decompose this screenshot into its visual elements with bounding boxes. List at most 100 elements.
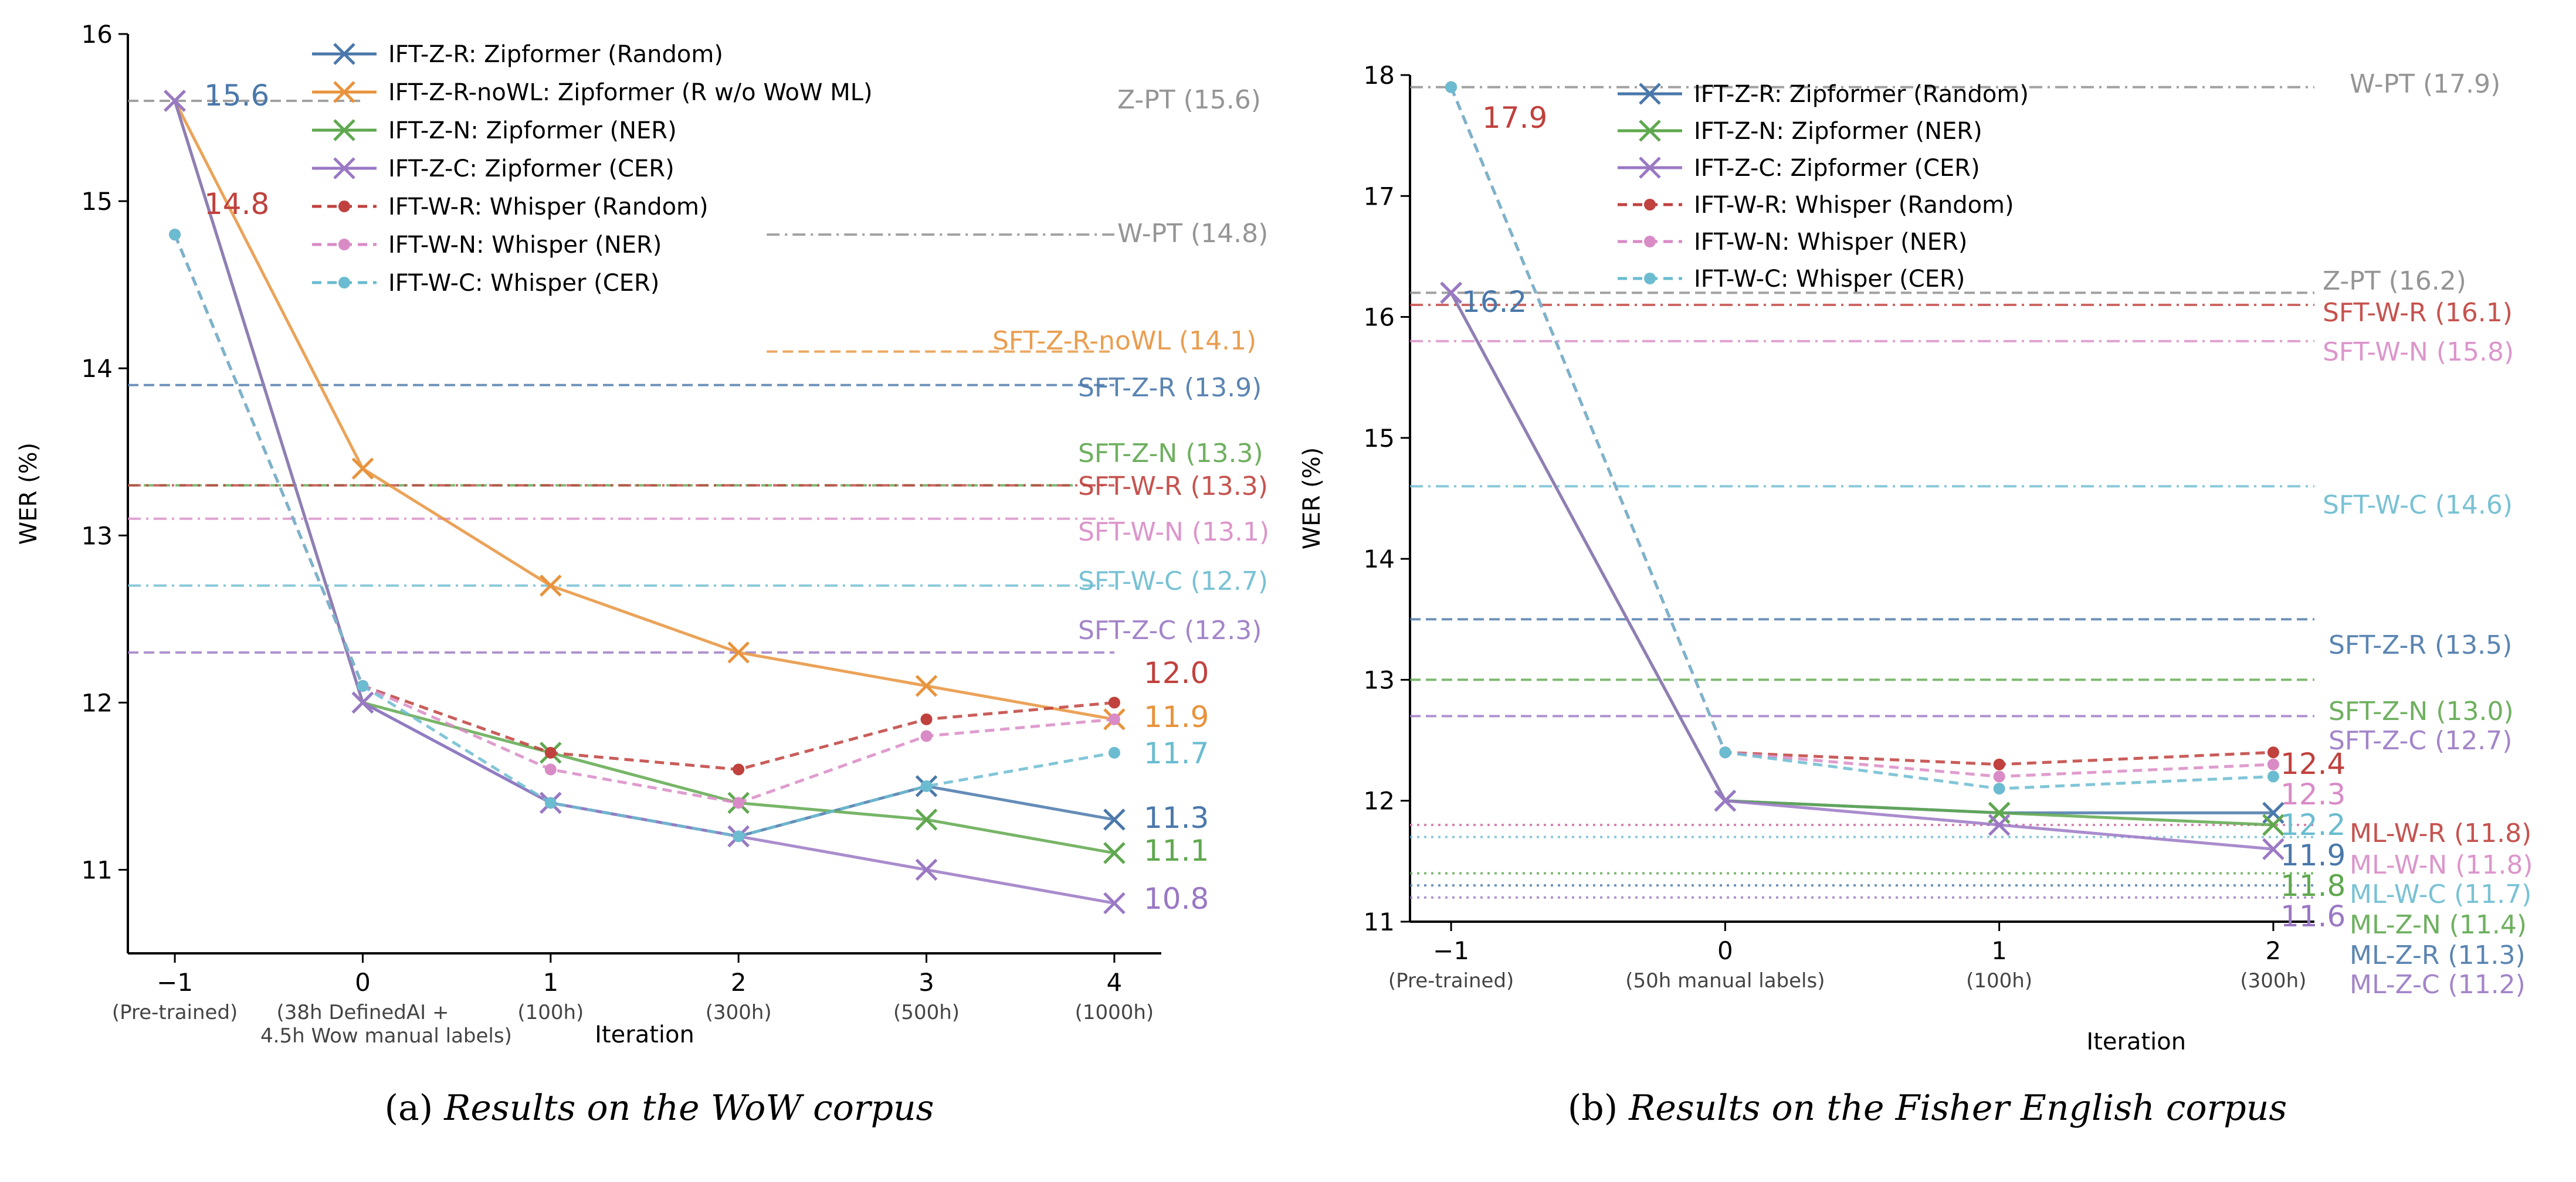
y-tick-label: 16: [82, 20, 113, 49]
marker-ift-w-n: [1108, 713, 1120, 725]
y-tick-label: 12: [82, 688, 113, 717]
legend-marker: [333, 119, 355, 141]
marker-ift-z-n: [1103, 842, 1126, 864]
x-tick-sublabel: (100h): [1966, 969, 2032, 993]
legend: IFT-Z-R: Zipformer (Random) IFT-Z-N: Zipf…: [1618, 81, 2029, 293]
hline-label-sft-w-n: SFT-W-N (15.8): [2323, 337, 2514, 367]
caption-prefix: (b): [1568, 1088, 1629, 1129]
y-tick-label: 18: [1364, 61, 1395, 90]
caption-prefix: (a): [385, 1088, 445, 1129]
marker-ift-w-c: [169, 229, 181, 241]
marker-ift-w-c: [1445, 81, 1458, 93]
hline-label-ml-w-c: ML-W-C (11.7): [2350, 879, 2531, 909]
x-tick-label: −1: [1433, 936, 1469, 965]
hline-label-ml-z-r: ML-Z-R (11.3): [2350, 940, 2526, 970]
point-label: 11.8: [2280, 869, 2345, 903]
hline-label-ml-w-r: ML-W-R (11.8): [2350, 818, 2531, 848]
marker-ift-w-n: [544, 763, 557, 776]
series-line-ift-w-n: [1449, 86, 2274, 778]
marker-ift-z-c: [1714, 789, 1737, 812]
x-tick-sublabel: (50h manual labels): [1625, 969, 1825, 993]
series-line-ift-z-r: [1449, 292, 2273, 814]
x-axis-label: Iteration: [595, 1021, 694, 1048]
x-tick-sublabel: (300h): [706, 1001, 772, 1024]
marker-ift-w-c: [544, 797, 557, 809]
point-label: 17.9: [1482, 101, 1547, 135]
hline-label-sft-z-n: SFT-Z-N (13.0): [2328, 697, 2514, 726]
hline-label-sft-z-r-nowl: SFT-Z-R-noWL (14.1): [992, 326, 1256, 356]
marker-ift-w-c: [1108, 746, 1120, 759]
legend-entry-ift-z-r-nowl: IFT-Z-R-noWL: Zipformer (R w/o WoW ML): [388, 79, 873, 106]
panel-caption: (b) Results on the Fisher English corpus: [1568, 1088, 2287, 1129]
series-line-ift-w-r: [1449, 86, 2274, 766]
hline-label-sft-z-r: SFT-Z-R (13.9): [1078, 373, 1262, 403]
point-label: 11.3: [1144, 801, 1209, 835]
legend-entry-ift-z-r: IFT-Z-R: Zipformer (Random): [1694, 81, 2029, 108]
legend-entry-ift-z-n: IFT-Z-N: Zipformer (NER): [1694, 118, 1982, 145]
legend-entry-ift-z-r: IFT-Z-R: Zipformer (Random): [388, 41, 723, 68]
marker-ift-z-c: [351, 691, 374, 714]
point-label: 11.9: [2280, 838, 2345, 872]
legend-marker: [1644, 273, 1656, 284]
legend-marker: [1639, 83, 1661, 105]
y-tick-label: 16: [1364, 303, 1395, 332]
marker-ift-z-r: [1103, 809, 1126, 831]
legend-marker: [1644, 236, 1656, 247]
hline-label-sft-z-n: SFT-Z-N (13.3): [1078, 439, 1263, 468]
hline-label-w-pt: W-PT (14.8): [1117, 219, 1268, 249]
legend-marker: [1639, 157, 1661, 179]
legend-entry-ift-w-c: IFT-W-C: Whisper (CER): [1694, 266, 1965, 293]
x-tick-sublabel: (100h): [517, 1001, 584, 1024]
x-tick-label: 1: [543, 968, 558, 997]
point-label: 12.2: [2280, 808, 2345, 842]
y-axis-label: WER (%): [15, 443, 42, 545]
x-tick-label: 0: [355, 968, 371, 997]
legend-marker: [1639, 120, 1661, 142]
legend-marker: [338, 201, 350, 212]
marker-ift-z-r-nowl: [351, 457, 374, 480]
legend-entry-ift-w-n: IFT-W-N: Whisper (NER): [1694, 229, 1967, 256]
hline-label-w-pt: W-PT (17.9): [2350, 69, 2500, 99]
point-label: 12.3: [2280, 777, 2345, 811]
y-tick-label: 13: [1364, 665, 1395, 694]
y-tick-label: 11: [1364, 908, 1395, 936]
legend-entry-ift-w-c: IFT-W-C: Whisper (CER): [388, 270, 659, 297]
legend-entry-ift-w-r: IFT-W-R: Whisper (Random): [388, 193, 709, 220]
marker-ift-w-n: [733, 797, 745, 809]
x-tick-label: 0: [1717, 936, 1733, 965]
hline-label-ml-w-n: ML-W-N (11.8): [2350, 850, 2533, 880]
marker-ift-z-c: [2262, 838, 2284, 860]
y-tick-label: 15: [1364, 424, 1395, 453]
legend-marker: [338, 239, 350, 250]
marker-ift-z-c: [1103, 892, 1126, 915]
y-axis-label: WER (%): [1299, 447, 1326, 550]
marker-ift-w-r: [544, 746, 557, 759]
point-label: 11.7: [1144, 736, 1209, 770]
hline-label-ml-z-c: ML-Z-C (11.2): [2350, 970, 2526, 1000]
marker-ift-z-c: [1440, 281, 1462, 304]
legend-entry-ift-w-r: IFT-W-R: Whisper (Random): [1694, 192, 2014, 219]
x-tick-sublabel: (500h): [893, 1001, 960, 1024]
hline-label-sft-w-r: SFT-W-R (16.1): [2323, 298, 2513, 328]
series-line-ift-z-n: [1449, 292, 2274, 827]
hline-label-z-pt: Z-PT (15.6): [1117, 85, 1261, 115]
x-tick-label: 1: [1991, 936, 2007, 965]
marker-ift-z-n: [915, 809, 938, 831]
point-label: 10.8: [1144, 882, 1209, 916]
hline-label-ml-z-n: ML-Z-N (11.4): [2350, 910, 2527, 940]
hline-label-sft-w-c: SFT-W-C (14.6): [2323, 490, 2513, 520]
marker-ift-w-r: [920, 713, 933, 725]
caption-title: Results on the WoW corpus: [443, 1088, 934, 1129]
hline-label-sft-z-c: SFT-Z-C (12.3): [1078, 616, 1262, 646]
y-tick-label: 15: [82, 187, 113, 216]
hline-label-sft-w-c: SFT-W-C (12.7): [1078, 566, 1268, 596]
marker-ift-z-c: [1988, 814, 2011, 836]
hline-label-sft-w-r: SFT-W-R (13.3): [1078, 471, 1268, 501]
x-tick-label: 3: [918, 968, 934, 997]
marker-ift-z-r-nowl: [540, 575, 562, 597]
y-tick-label: 11: [82, 855, 113, 884]
marker-ift-w-c: [357, 680, 369, 692]
x-tick-label: 2: [2266, 936, 2282, 965]
legend-entry-ift-z-c: IFT-Z-C: Zipformer (CER): [388, 155, 674, 182]
